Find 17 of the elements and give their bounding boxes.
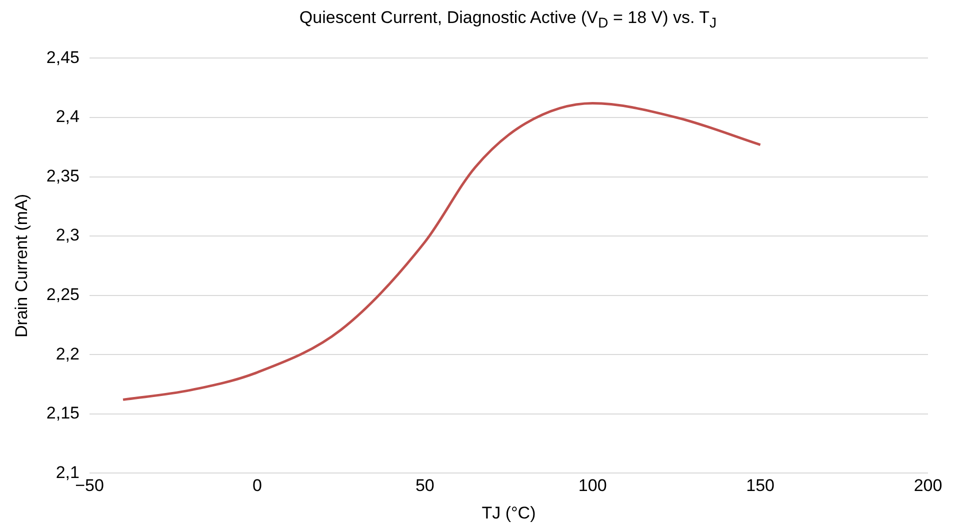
y-tick-label: 2,35	[46, 166, 80, 186]
x-tick-label: 150	[746, 476, 774, 496]
y-tick-label: 2,25	[46, 285, 80, 304]
y-tick-label: 2,3	[56, 226, 80, 245]
y-tick-label: 2,15	[46, 404, 80, 423]
x-tick-label: 200	[914, 476, 942, 496]
y-tick-label: 2,45	[46, 48, 80, 67]
chart-title: Quiescent Current, Diagnostic Active (V$_{D}$ = 18 V) vs. T$_{J}$	[298, 8, 718, 34]
y-axis-title: Drain Current (mA)	[12, 194, 31, 338]
x-tick-label: 100	[578, 476, 607, 496]
y-tick-label: 2,1	[56, 462, 80, 482]
y-tick-label: 2,2	[56, 344, 80, 364]
line-series	[122, 102, 762, 401]
y-tick-label: 2,4	[56, 107, 80, 126]
x-tick-label: 0	[252, 476, 262, 496]
x-tick-label: 50	[415, 476, 434, 496]
x-axis-title: TJ (°C)	[482, 503, 536, 522]
